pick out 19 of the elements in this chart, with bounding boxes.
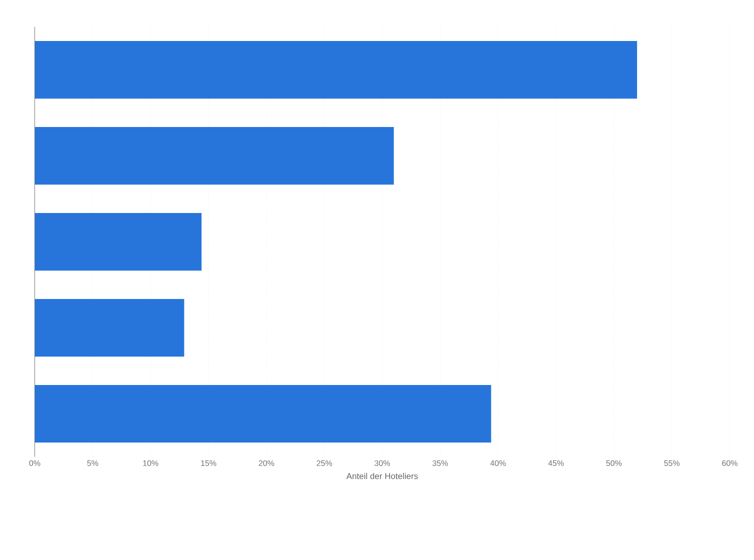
x-tick-label: 5%	[87, 460, 98, 466]
x-tick-label: 55%	[664, 460, 680, 466]
x-tick-label: 45%	[548, 460, 564, 466]
bar	[34, 212, 202, 271]
x-axis-title: Anteil der Hoteliers	[346, 472, 418, 480]
bar	[34, 384, 492, 443]
x-tick-label: 60%	[722, 460, 738, 466]
bar	[34, 40, 638, 99]
x-tick-label: 25%	[316, 460, 332, 466]
bar	[34, 298, 184, 357]
x-tick-label: 10%	[143, 460, 158, 466]
x-tick-label: 50%	[606, 460, 622, 466]
x-tick-label: 40%	[490, 460, 506, 466]
bar	[34, 126, 394, 185]
x-tick-label: 15%	[201, 460, 216, 466]
x-tick-label: 35%	[432, 460, 448, 466]
x-tick-label: 30%	[374, 460, 390, 466]
x-tick-label: 20%	[258, 460, 274, 466]
x-tick-label: 0%	[29, 460, 40, 466]
